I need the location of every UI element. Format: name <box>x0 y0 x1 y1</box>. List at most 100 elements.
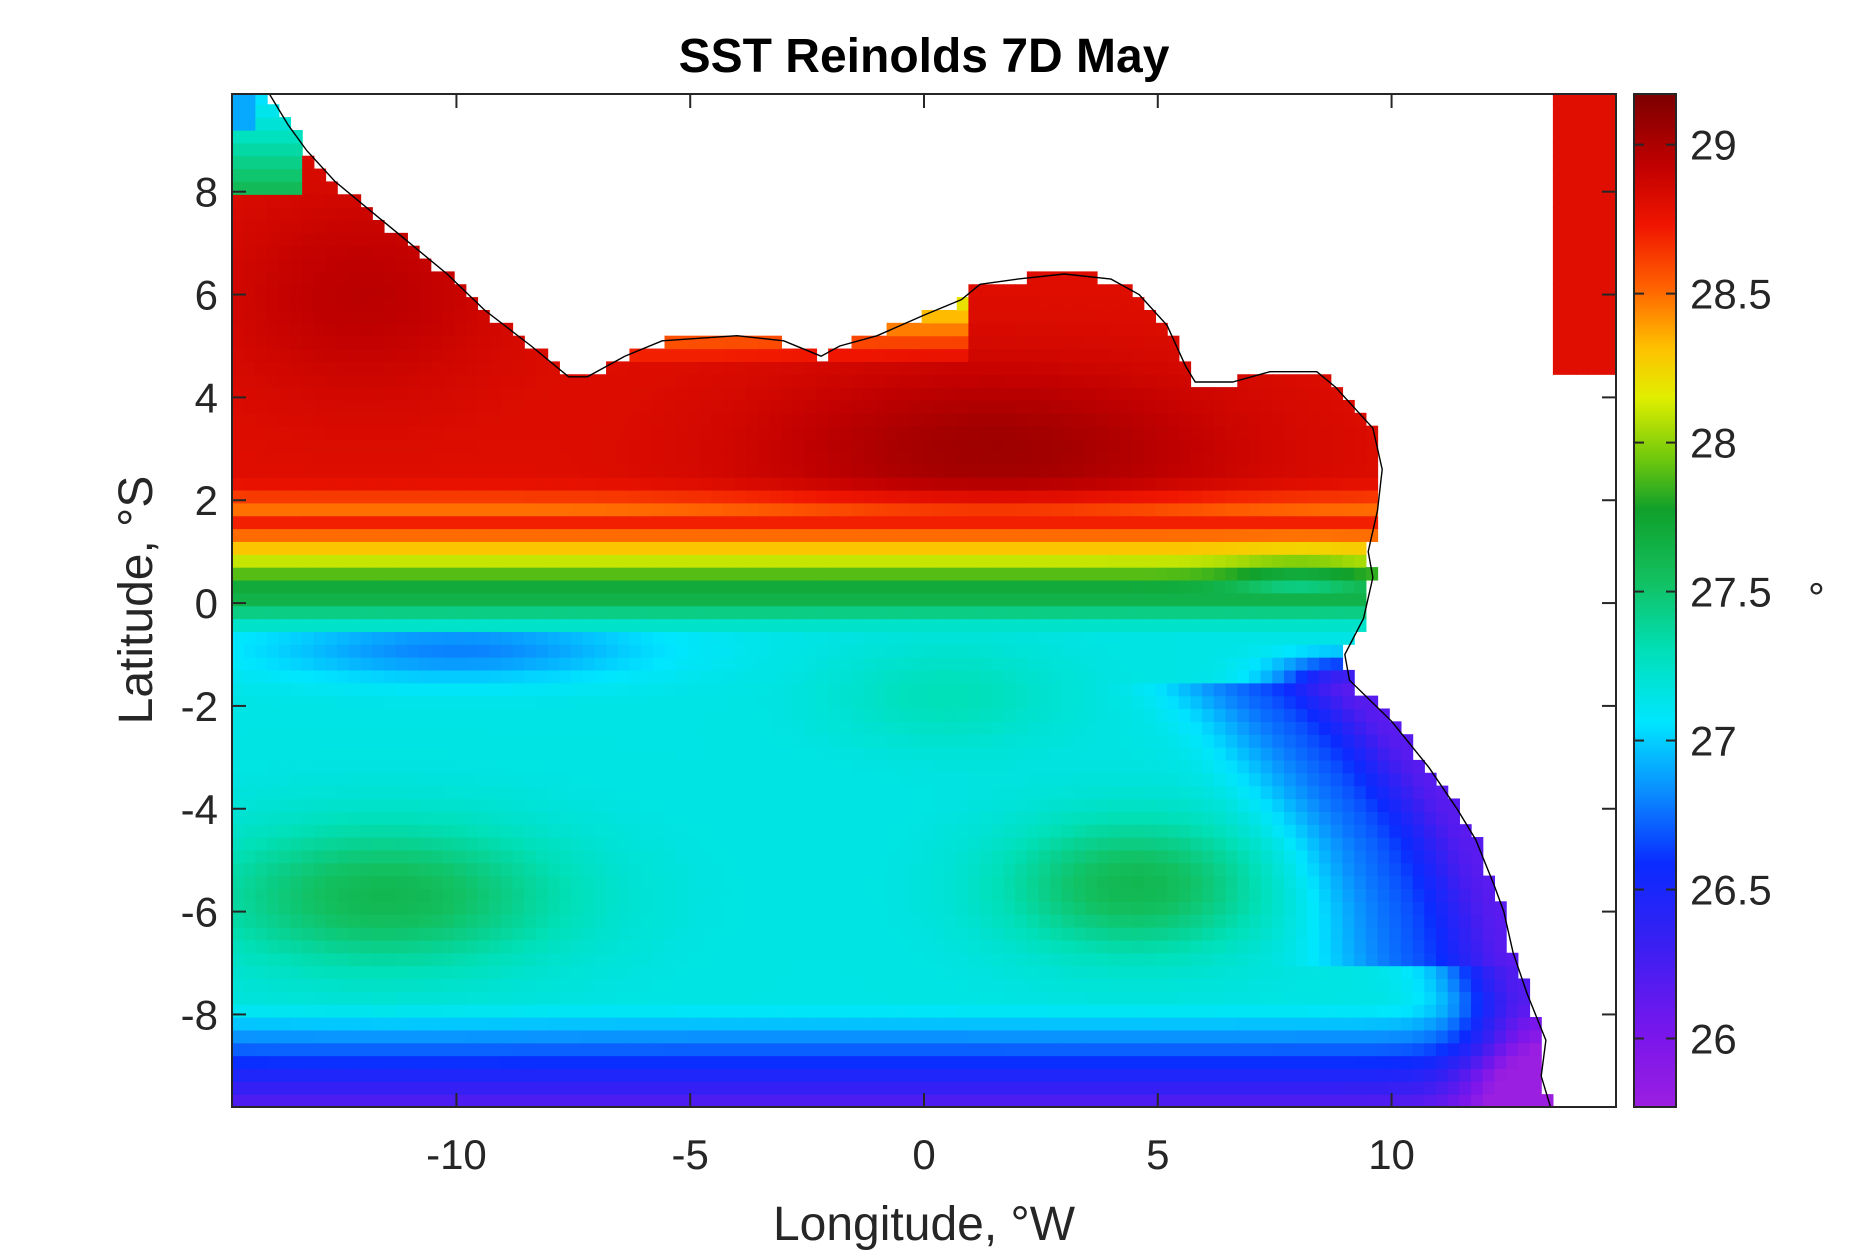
sst-cell <box>722 824 736 838</box>
sst-cell <box>921 708 934 722</box>
sst-cell <box>1038 1081 1051 1095</box>
sst-cell <box>267 425 280 440</box>
sst-cell <box>255 245 268 260</box>
sst-cell <box>746 1029 759 1044</box>
sst-cell <box>664 682 677 697</box>
sst-cell <box>828 991 841 1005</box>
sst-cell <box>582 438 595 452</box>
sst-cell <box>302 1004 315 1018</box>
sst-cell <box>570 644 584 658</box>
sst-cell <box>617 528 631 542</box>
sst-cell <box>559 888 572 902</box>
sst-cell <box>629 592 642 607</box>
sst-cell <box>816 978 829 992</box>
sst-cell <box>360 927 373 941</box>
sst-cell <box>898 618 911 632</box>
sst-cell <box>582 927 595 941</box>
sst-cell <box>641 1055 654 1070</box>
sst-cell <box>1085 1081 1098 1095</box>
sst-cell <box>676 541 689 555</box>
sst-cell <box>267 708 280 722</box>
sst-cell <box>676 361 689 375</box>
sst-cell <box>874 991 888 1005</box>
sst-cell <box>956 1081 970 1095</box>
sst-cell <box>617 489 631 504</box>
sst-cell <box>758 1017 771 1031</box>
sst-cell <box>1015 1094 1028 1107</box>
sst-cell <box>746 798 759 812</box>
sst-cell <box>863 837 876 851</box>
sst-cell <box>863 952 876 967</box>
sst-cell <box>278 914 292 928</box>
sst-cell <box>1073 464 1086 478</box>
sst-cell <box>980 837 993 851</box>
sst-cell <box>980 772 993 787</box>
sst-cell <box>687 991 701 1005</box>
sst-cell <box>874 837 888 851</box>
sst-cell <box>243 721 256 735</box>
sst-cell <box>699 1029 712 1044</box>
sst-cell <box>863 978 876 992</box>
sst-cell <box>454 824 467 838</box>
sst-cell <box>1061 1004 1075 1018</box>
sst-cell <box>617 387 631 401</box>
sst-cell <box>290 284 303 298</box>
sst-cell <box>465 412 479 427</box>
sst-cell <box>290 1029 303 1044</box>
sst-cell <box>1038 759 1051 774</box>
sst-cell <box>816 579 829 594</box>
sst-cell <box>664 952 677 967</box>
sst-cell <box>383 1004 397 1018</box>
sst-cell <box>933 644 946 658</box>
sst-cell <box>325 592 338 607</box>
sst-cell <box>348 1055 362 1070</box>
sst-cell <box>933 721 946 735</box>
sst-cell <box>839 644 853 658</box>
sst-cell <box>980 644 993 658</box>
sst-cell <box>933 618 946 632</box>
sst-cell <box>629 387 642 401</box>
sst-cell <box>839 888 853 902</box>
sst-cell <box>267 1055 280 1070</box>
sst-cell <box>758 824 771 838</box>
sst-cell <box>851 592 864 607</box>
sst-cell <box>641 438 654 452</box>
sst-cell <box>477 888 490 902</box>
sst-cell <box>267 219 280 234</box>
sst-cell <box>734 785 747 800</box>
sst-cell <box>711 682 724 697</box>
sst-cell <box>980 592 993 607</box>
sst-cell <box>232 1029 245 1044</box>
sst-cell <box>395 734 408 748</box>
sst-cell <box>582 631 595 645</box>
sst-cell <box>255 657 268 671</box>
sst-cell <box>863 759 876 774</box>
sst-cell <box>629 489 642 504</box>
sst-cell <box>302 464 315 478</box>
sst-cell <box>383 425 397 440</box>
sst-cell <box>325 824 338 838</box>
sst-cell <box>360 785 373 800</box>
sst-cell <box>1073 695 1086 710</box>
sst-cell <box>664 618 677 632</box>
sst-cell <box>1026 322 1040 337</box>
sst-cell <box>769 939 782 954</box>
sst-cell <box>874 438 888 452</box>
sst-cell <box>383 567 397 581</box>
sst-cell <box>477 978 490 992</box>
sst-cell <box>559 502 572 517</box>
sst-cell <box>1003 798 1016 812</box>
sst-cell <box>313 862 327 877</box>
sst-cell <box>781 1004 794 1018</box>
sst-cell <box>395 425 408 440</box>
sst-cell <box>886 579 899 594</box>
sst-cell <box>793 837 806 851</box>
sst-cell <box>945 991 958 1005</box>
sst-cell <box>1061 477 1075 491</box>
sst-cell <box>500 657 514 671</box>
sst-cell <box>232 849 245 864</box>
sst-cell <box>419 798 432 812</box>
sst-cell <box>383 502 397 517</box>
sst-cell <box>232 631 245 645</box>
sst-cell <box>500 811 514 825</box>
